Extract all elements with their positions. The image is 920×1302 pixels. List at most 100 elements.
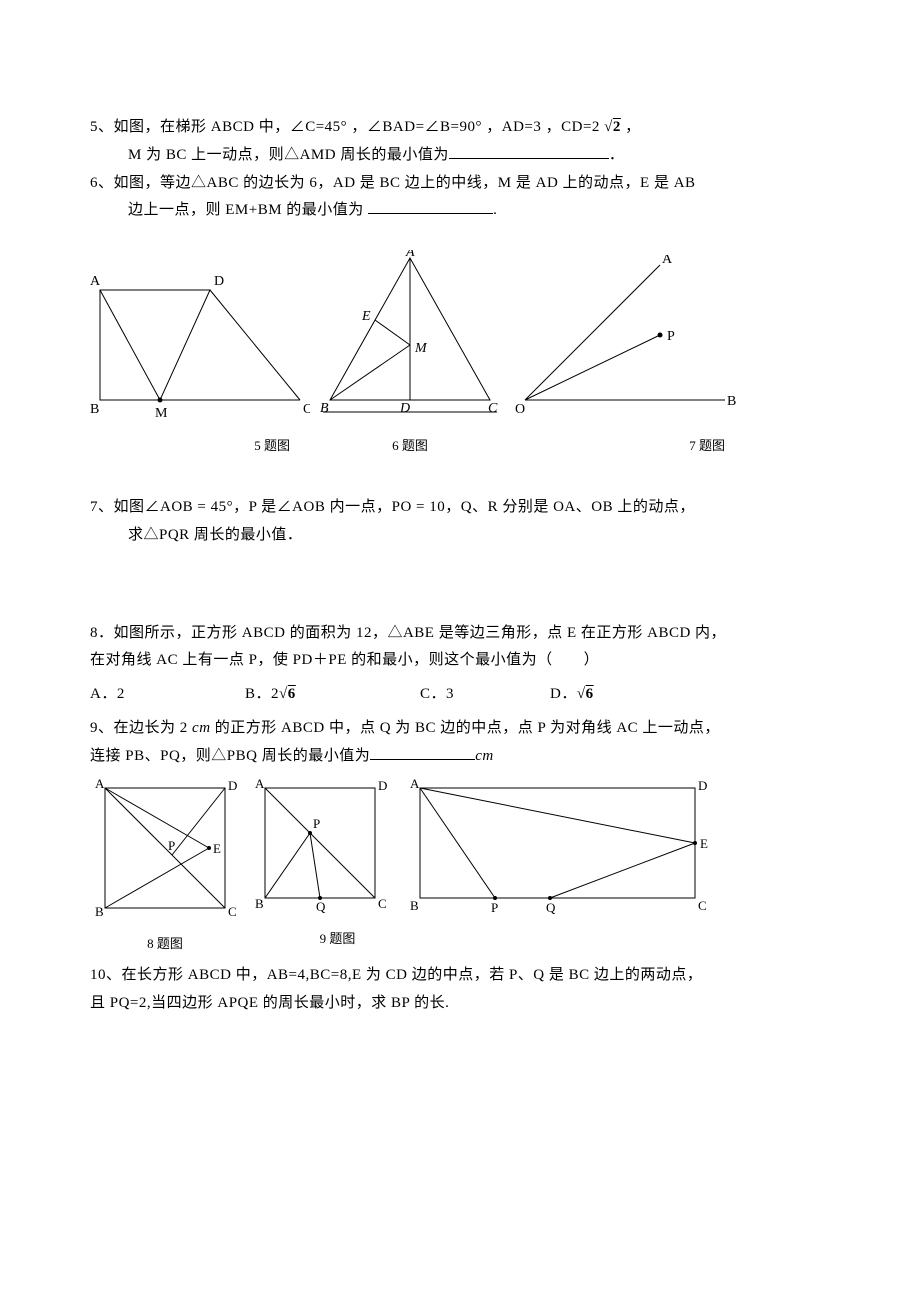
svg-text:D: D	[214, 274, 224, 289]
svg-text:P: P	[491, 900, 498, 915]
q9-num: 9、	[90, 720, 114, 736]
q9-cm1: cm	[192, 720, 211, 736]
q8-optD-sqrt: 6	[586, 686, 594, 702]
fig6-svg: A B C D M E	[320, 250, 500, 430]
fig5-caption: 5 题图	[90, 435, 310, 454]
q5-sqrt-val: 2	[613, 119, 621, 135]
q8-text-a: 如图所示，正方形 ABCD 的面积为 12，△ABE 是等边三角形，点 E 在正…	[114, 625, 727, 641]
problem-8: 8．如图所示，正方形 ABCD 的面积为 12，△ABE 是等边三角形，点 E …	[90, 620, 830, 709]
svg-text:Q: Q	[316, 899, 326, 914]
q9-line2: 连接 PB、PQ，则△PBQ 周长的最小值为 cm	[90, 743, 830, 771]
figure-row-8910: A D B C E P 8 题图 A D	[90, 778, 830, 952]
q8-optA-val: 2	[117, 686, 125, 702]
q9-cm2: cm	[475, 748, 494, 764]
q8-optC-pre: C．	[420, 686, 446, 702]
q9-blank	[370, 744, 475, 760]
page-content: 5、如图，在梯形 ABCD 中，∠C=45° ，∠BAD=∠B=90° ，AD=…	[0, 0, 920, 1018]
q5-text-b: ，	[625, 119, 641, 135]
fig5-svg: A D B C M	[90, 265, 310, 430]
q9-text-b: 的正方形 ABCD 中，点 Q 为 BC 边的中点，点 P 为对角线 AC 上一…	[211, 720, 720, 736]
q7-num: 7、	[90, 499, 114, 515]
fig8-caption: 8 题图	[90, 933, 240, 952]
fig9-svg: A D B C Q P	[250, 778, 395, 923]
svg-text:P: P	[168, 838, 175, 853]
svg-text:B: B	[95, 904, 104, 919]
fig6: A B C D M E 6 题图	[320, 250, 500, 454]
q6-num: 6、	[90, 175, 114, 191]
svg-text:O: O	[515, 402, 525, 417]
problem-9: 9、在边长为 2 cm 的正方形 ABCD 中，点 Q 为 BC 边的中点，点 …	[90, 715, 830, 771]
fig7-caption: 7 题图	[515, 435, 740, 454]
q8-optB-sqrt: 6	[288, 686, 296, 702]
svg-text:D: D	[378, 778, 387, 793]
spacer	[90, 550, 830, 620]
figure-row-567: A D B C M 5 题图 A	[90, 250, 830, 454]
q9-text-a: 在边长为 2	[114, 720, 193, 736]
svg-text:D: D	[698, 778, 707, 793]
q5-blank	[449, 143, 609, 159]
q6-text-a: 如图，等边△ABC 的边长为 6，AD 是 BC 边上的中线，M 是 AD 上的…	[114, 175, 696, 191]
svg-text:A: A	[255, 778, 265, 791]
q8-opt-d: D．√6	[550, 681, 594, 709]
svg-text:A: A	[410, 778, 420, 791]
q8-options: A．2 B．2√6 C．3 D．√6	[90, 681, 830, 709]
svg-text:M: M	[155, 406, 168, 421]
q8-optD-pre: D．	[550, 686, 577, 702]
q9-line2a: 连接 PB、PQ，则△PBQ 周长的最小值为	[90, 748, 370, 764]
svg-text:B: B	[320, 401, 329, 416]
fig10: A D B C E P Q	[405, 778, 715, 928]
sqrt-icon: √	[604, 119, 613, 135]
fig6-caption: 6 题图	[320, 435, 500, 454]
svg-text:P: P	[313, 816, 320, 831]
svg-text:P: P	[667, 329, 675, 344]
q8-optB-num: 2	[271, 686, 279, 702]
svg-text:C: C	[303, 402, 310, 417]
svg-text:A: A	[662, 255, 673, 267]
q6-line2a: 边上一点，则 EM+BM 的最小值为	[128, 202, 368, 218]
q8-opt-c: C．3	[420, 681, 550, 709]
svg-text:C: C	[698, 898, 707, 913]
q5-line2: M 为 BC 上一动点，则△AMD 周长的最小值为．	[90, 142, 830, 170]
svg-text:C: C	[228, 904, 237, 919]
q10-num: 10、	[90, 967, 122, 983]
problem-7: 7、如图∠AOB = 45°，P 是∠AOB 内一点，PO = 10，Q、R 分…	[90, 494, 830, 550]
sqrt-icon: √	[279, 686, 288, 702]
problem-10: 10、在长方形 ABCD 中，AB=4,BC=8,E 为 CD 边的中点，若 P…	[90, 962, 830, 1018]
svg-text:E: E	[361, 309, 371, 324]
svg-text:E: E	[700, 836, 708, 851]
q10-line2: 且 PQ=2,当四边形 APQE 的周长最小时，求 BP 的长.	[90, 990, 830, 1018]
q8-opt-b: B．2√6	[245, 681, 420, 709]
svg-text:B: B	[727, 394, 736, 409]
q6-line2b: .	[493, 202, 497, 218]
fig9-caption: 9 题图	[250, 928, 395, 947]
q10-text-a: 在长方形 ABCD 中，AB=4,BC=8,E 为 CD 边的中点，若 P、Q …	[122, 967, 703, 983]
fig5: A D B C M 5 题图	[90, 265, 310, 454]
q8-line2: 在对角线 AC 上有一点 P，使 PD＋PE 的和最小，则这个最小值为（ ）	[90, 647, 830, 675]
q5-text-a: 如图，在梯形 ABCD 中，∠C=45° ，∠BAD=∠B=90° ，AD=3 …	[114, 119, 605, 135]
q8-num: 8．	[90, 625, 114, 641]
svg-text:Q: Q	[546, 900, 556, 915]
svg-text:M: M	[414, 341, 428, 356]
svg-text:E: E	[213, 841, 221, 856]
q8-optB-pre: B．	[245, 686, 271, 702]
fig9: A D B C Q P 9 题图	[250, 778, 395, 947]
sqrt-icon: √	[577, 686, 586, 702]
svg-text:D: D	[228, 778, 237, 793]
svg-text:B: B	[90, 402, 99, 417]
q8-optA-pre: A．	[90, 686, 117, 702]
q6-blank	[368, 198, 493, 214]
q8-optC-val: 3	[446, 686, 454, 702]
problem-5: 5、如图，在梯形 ABCD 中，∠C=45° ，∠BAD=∠B=90° ，AD=…	[90, 114, 830, 170]
q8-opt-a: A．2	[90, 681, 245, 709]
q5-line2b: ．	[609, 147, 625, 163]
q6-line2: 边上一点，则 EM+BM 的最小值为 .	[90, 197, 830, 225]
fig7: A B O P 7 题图	[515, 255, 740, 454]
q7-text-a: 如图∠AOB = 45°，P 是∠AOB 内一点，PO = 10，Q、R 分别是…	[114, 499, 695, 515]
svg-text:D: D	[399, 401, 410, 416]
svg-text:B: B	[255, 896, 264, 911]
svg-text:A: A	[90, 274, 101, 289]
svg-text:B: B	[410, 898, 419, 913]
svg-text:C: C	[378, 896, 387, 911]
svg-text:A: A	[95, 778, 105, 791]
svg-text:C: C	[488, 401, 498, 416]
